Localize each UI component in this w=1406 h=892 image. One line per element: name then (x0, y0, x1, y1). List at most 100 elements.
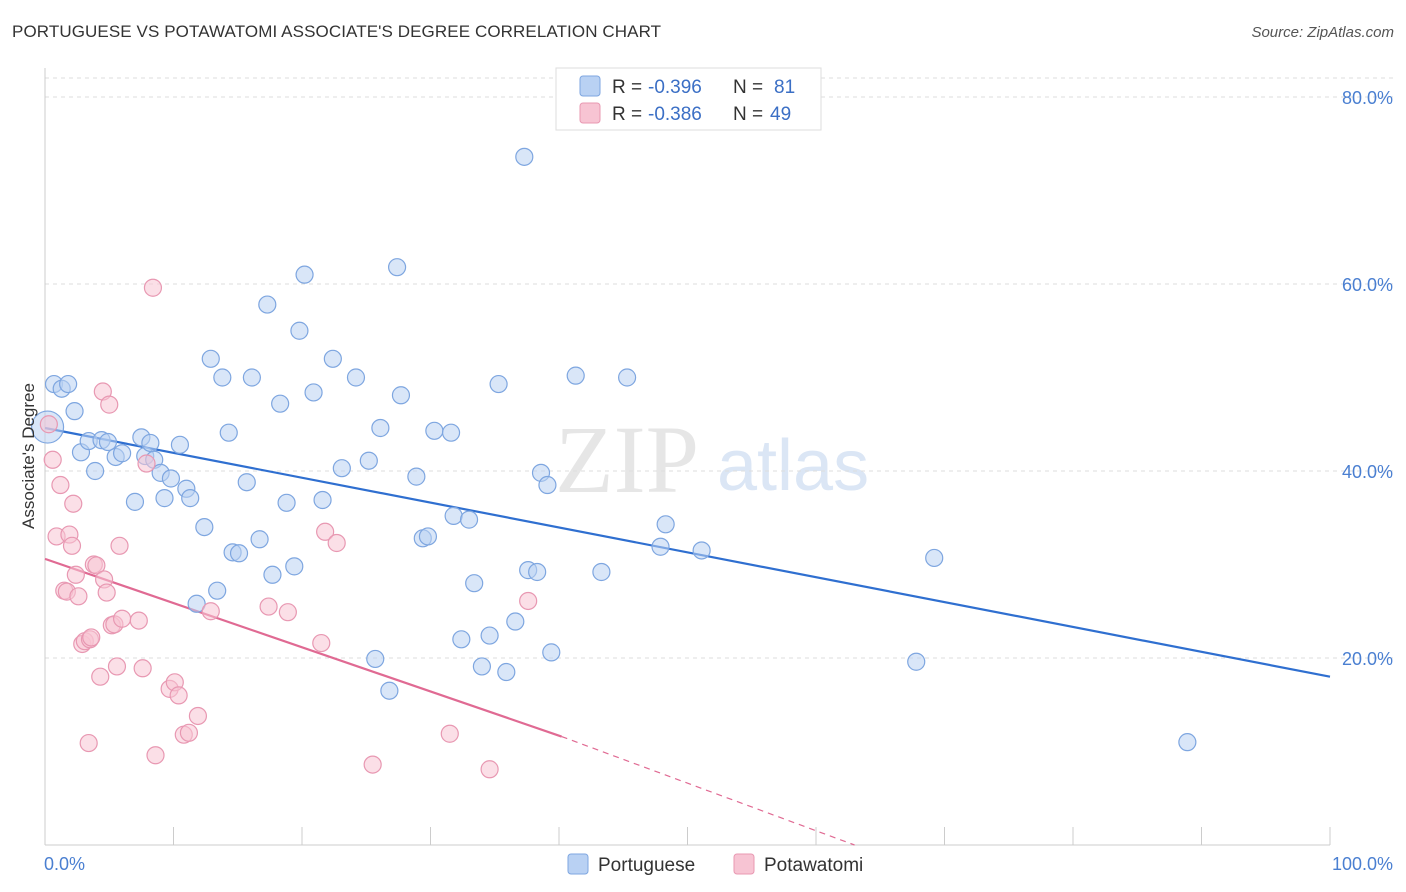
point-potawatomi (43, 450, 62, 469)
point-portuguese (651, 537, 670, 556)
point-portuguese (295, 265, 314, 284)
legend-swatch-potawatomi (579, 102, 601, 124)
y-tick-label: 60.0% (1342, 275, 1393, 295)
point-portuguese (506, 612, 525, 631)
point-portuguese (380, 681, 399, 700)
series-legend-swatch-potawatomi (733, 853, 755, 875)
point-potawatomi (91, 667, 110, 686)
legend-n-value-portuguese: 81 (774, 77, 795, 98)
legend-r-value-portuguese: -0.396 (648, 77, 702, 98)
watermark-atlas: atlas (717, 426, 869, 506)
series-legend-label-portuguese: Portuguese (598, 855, 695, 876)
point-portuguese (181, 489, 200, 508)
point-potawatomi (137, 454, 156, 473)
trend-lines (44, 426, 1331, 846)
series-legend-label-potawatomi: Potawatomi (764, 855, 863, 876)
chart-title: PORTUGUESE VS POTAWATOMI ASSOCIATE'S DEG… (12, 22, 662, 41)
point-portuguese (313, 490, 332, 510)
point-portuguese (1178, 733, 1197, 752)
point-potawatomi (66, 565, 85, 584)
x-tick-label: 0.0% (44, 854, 85, 874)
point-potawatomi (133, 659, 152, 678)
y-tick-label: 20.0% (1342, 649, 1393, 669)
point-portuguese (441, 423, 461, 442)
point-portuguese (332, 459, 351, 478)
point-portuguese (277, 493, 296, 512)
point-potawatomi (480, 760, 499, 779)
point-potawatomi (62, 536, 82, 555)
point-portuguese (425, 421, 444, 440)
point-portuguese (170, 435, 190, 454)
point-potawatomi (363, 755, 382, 774)
watermark-zip: ZIP (555, 406, 699, 513)
data-points (30, 147, 1197, 779)
point-portuguese (592, 562, 611, 582)
point-portuguese (387, 258, 407, 277)
point-portuguese (86, 461, 105, 481)
point-portuguese (125, 492, 145, 511)
point-portuguese (242, 368, 261, 387)
point-portuguese (187, 594, 206, 613)
point-portuguese (263, 565, 282, 584)
point-portuguese (359, 451, 378, 470)
point-potawatomi (112, 609, 132, 628)
point-portuguese (656, 515, 675, 534)
point-portuguese (528, 562, 547, 582)
point-portuguese (489, 374, 508, 394)
legend-swatch-portuguese (579, 75, 601, 97)
point-portuguese (472, 657, 491, 676)
trend-line-portuguese (44, 426, 1331, 678)
point-potawatomi (69, 587, 88, 606)
point-portuguese (98, 432, 118, 452)
point-portuguese (59, 374, 78, 394)
point-potawatomi (82, 628, 101, 647)
axes (44, 68, 1331, 846)
point-portuguese (692, 541, 711, 560)
point-portuguese (346, 368, 366, 387)
point-portuguese (391, 386, 411, 405)
source-label: Source: ZipAtlas.com (1251, 24, 1394, 41)
point-portuguese (258, 295, 277, 314)
point-potawatomi (146, 746, 165, 765)
legend-r-value-potawatomi: -0.386 (648, 104, 702, 125)
point-portuguese (285, 557, 304, 576)
point-portuguese (515, 147, 534, 166)
point-potawatomi (327, 533, 346, 553)
point-potawatomi (64, 494, 83, 513)
point-potawatomi (110, 536, 129, 555)
point-potawatomi (312, 633, 331, 653)
point-potawatomi (129, 611, 148, 630)
series-legend-swatch-portuguese (567, 853, 589, 875)
legend-n-label-portuguese: N = (733, 77, 768, 98)
point-potawatomi (316, 522, 335, 541)
point-portuguese (161, 469, 181, 488)
point-potawatomi (188, 706, 208, 726)
point-portuguese (538, 475, 557, 495)
point-portuguese (65, 402, 84, 421)
point-potawatomi (143, 278, 163, 297)
trend-line-potawatomi (44, 557, 562, 738)
y-tick-label: 40.0% (1342, 462, 1393, 482)
point-potawatomi (201, 602, 220, 621)
point-portuguese (418, 527, 438, 546)
point-portuguese (452, 630, 471, 649)
point-portuguese (213, 368, 232, 387)
point-potawatomi (79, 733, 98, 753)
point-portuguese (195, 517, 214, 537)
legend-r-label-potawatomi: R = (612, 104, 647, 125)
point-portuguese (112, 444, 132, 463)
point-portuguese (304, 383, 323, 402)
point-potawatomi (87, 556, 106, 575)
point-portuguese (480, 626, 499, 645)
point-portuguese (618, 368, 637, 387)
point-portuguese (459, 510, 479, 529)
point-portuguese (271, 394, 290, 413)
point-portuguese (141, 433, 160, 453)
point-portuguese (219, 423, 238, 442)
series-legend: Portuguese Potawatomi (567, 853, 863, 876)
point-potawatomi (278, 603, 297, 622)
point-portuguese (208, 581, 227, 600)
point-portuguese (907, 652, 926, 671)
point-portuguese (407, 467, 426, 486)
trend-line-potawatomi-extension (561, 735, 855, 846)
